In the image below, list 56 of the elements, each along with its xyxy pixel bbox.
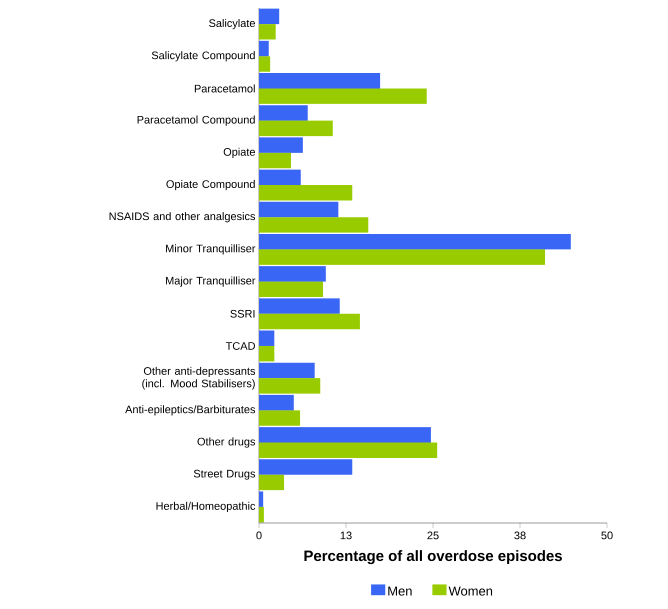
- bar: [259, 314, 360, 330]
- x-tick-label: 0: [256, 532, 262, 540]
- y-tick-label: Paracetamol Compound: [138, 116, 255, 126]
- x-tick-label: 13: [340, 532, 352, 540]
- bar: [259, 88, 427, 104]
- y-tick-label: Herbal/Homeopathic: [156, 502, 256, 512]
- bar: [259, 234, 571, 250]
- y-tick-label: Street Drugs: [194, 470, 256, 480]
- bar: [259, 170, 301, 186]
- y-tick-label: NSAIDS and other analgesics: [110, 212, 256, 222]
- bar: [259, 266, 326, 282]
- bar: [259, 410, 300, 426]
- x-axis-title: Percentage of all overdose episodes: [304, 550, 562, 564]
- y-tick-label: Major Tranquilliser: [166, 276, 256, 287]
- y-tick-label: Minor Tranquilliser: [166, 244, 256, 255]
- x-tick-label: 50: [601, 532, 613, 540]
- y-tick-label: Other drugs: [198, 437, 256, 448]
- bar: [259, 346, 274, 362]
- bar: [259, 298, 340, 314]
- y-tick-label: Other anti-depressants (incl. Mood Stabilisers): [142, 366, 256, 390]
- bar: [259, 378, 320, 394]
- y-tick-label: Opiate: [224, 148, 255, 158]
- bar: [259, 185, 352, 200]
- bar: [259, 459, 352, 475]
- bar: [259, 8, 280, 24]
- bar: [259, 56, 270, 72]
- bar: [259, 394, 294, 410]
- bar: [259, 217, 368, 233]
- bar: [259, 73, 380, 88]
- bar: [259, 24, 276, 40]
- bar: [259, 282, 324, 298]
- y-tick-label: Anti-epileptics/Barbiturates: [125, 405, 256, 416]
- bar: [259, 120, 333, 136]
- bar: [259, 152, 292, 168]
- bar: [259, 40, 269, 56]
- bar: [259, 491, 264, 507]
- bar: [259, 105, 308, 121]
- bar: [259, 442, 438, 458]
- y-tick-label: Salicylate: [209, 18, 255, 30]
- bar: [259, 249, 546, 265]
- y-tick-label: Opiate Compound: [166, 180, 255, 190]
- y-tick-label: SSRI: [230, 310, 254, 318]
- bar: [259, 474, 284, 490]
- x-tick-label: 38: [514, 532, 526, 540]
- legend-label: Men: [388, 586, 412, 596]
- bar: [259, 506, 264, 522]
- x-tick-label: 25: [427, 532, 439, 540]
- bar: [259, 330, 274, 346]
- y-tick-label: Salicylate Compound: [152, 51, 255, 62]
- bar: [259, 202, 338, 218]
- bar: [259, 427, 431, 443]
- bar: [259, 362, 315, 378]
- bar: [259, 137, 303, 153]
- legend-label: Women: [448, 586, 492, 596]
- y-tick-label: Paracetamol: [194, 84, 255, 92]
- y-tick-label: TCAD: [226, 342, 255, 350]
